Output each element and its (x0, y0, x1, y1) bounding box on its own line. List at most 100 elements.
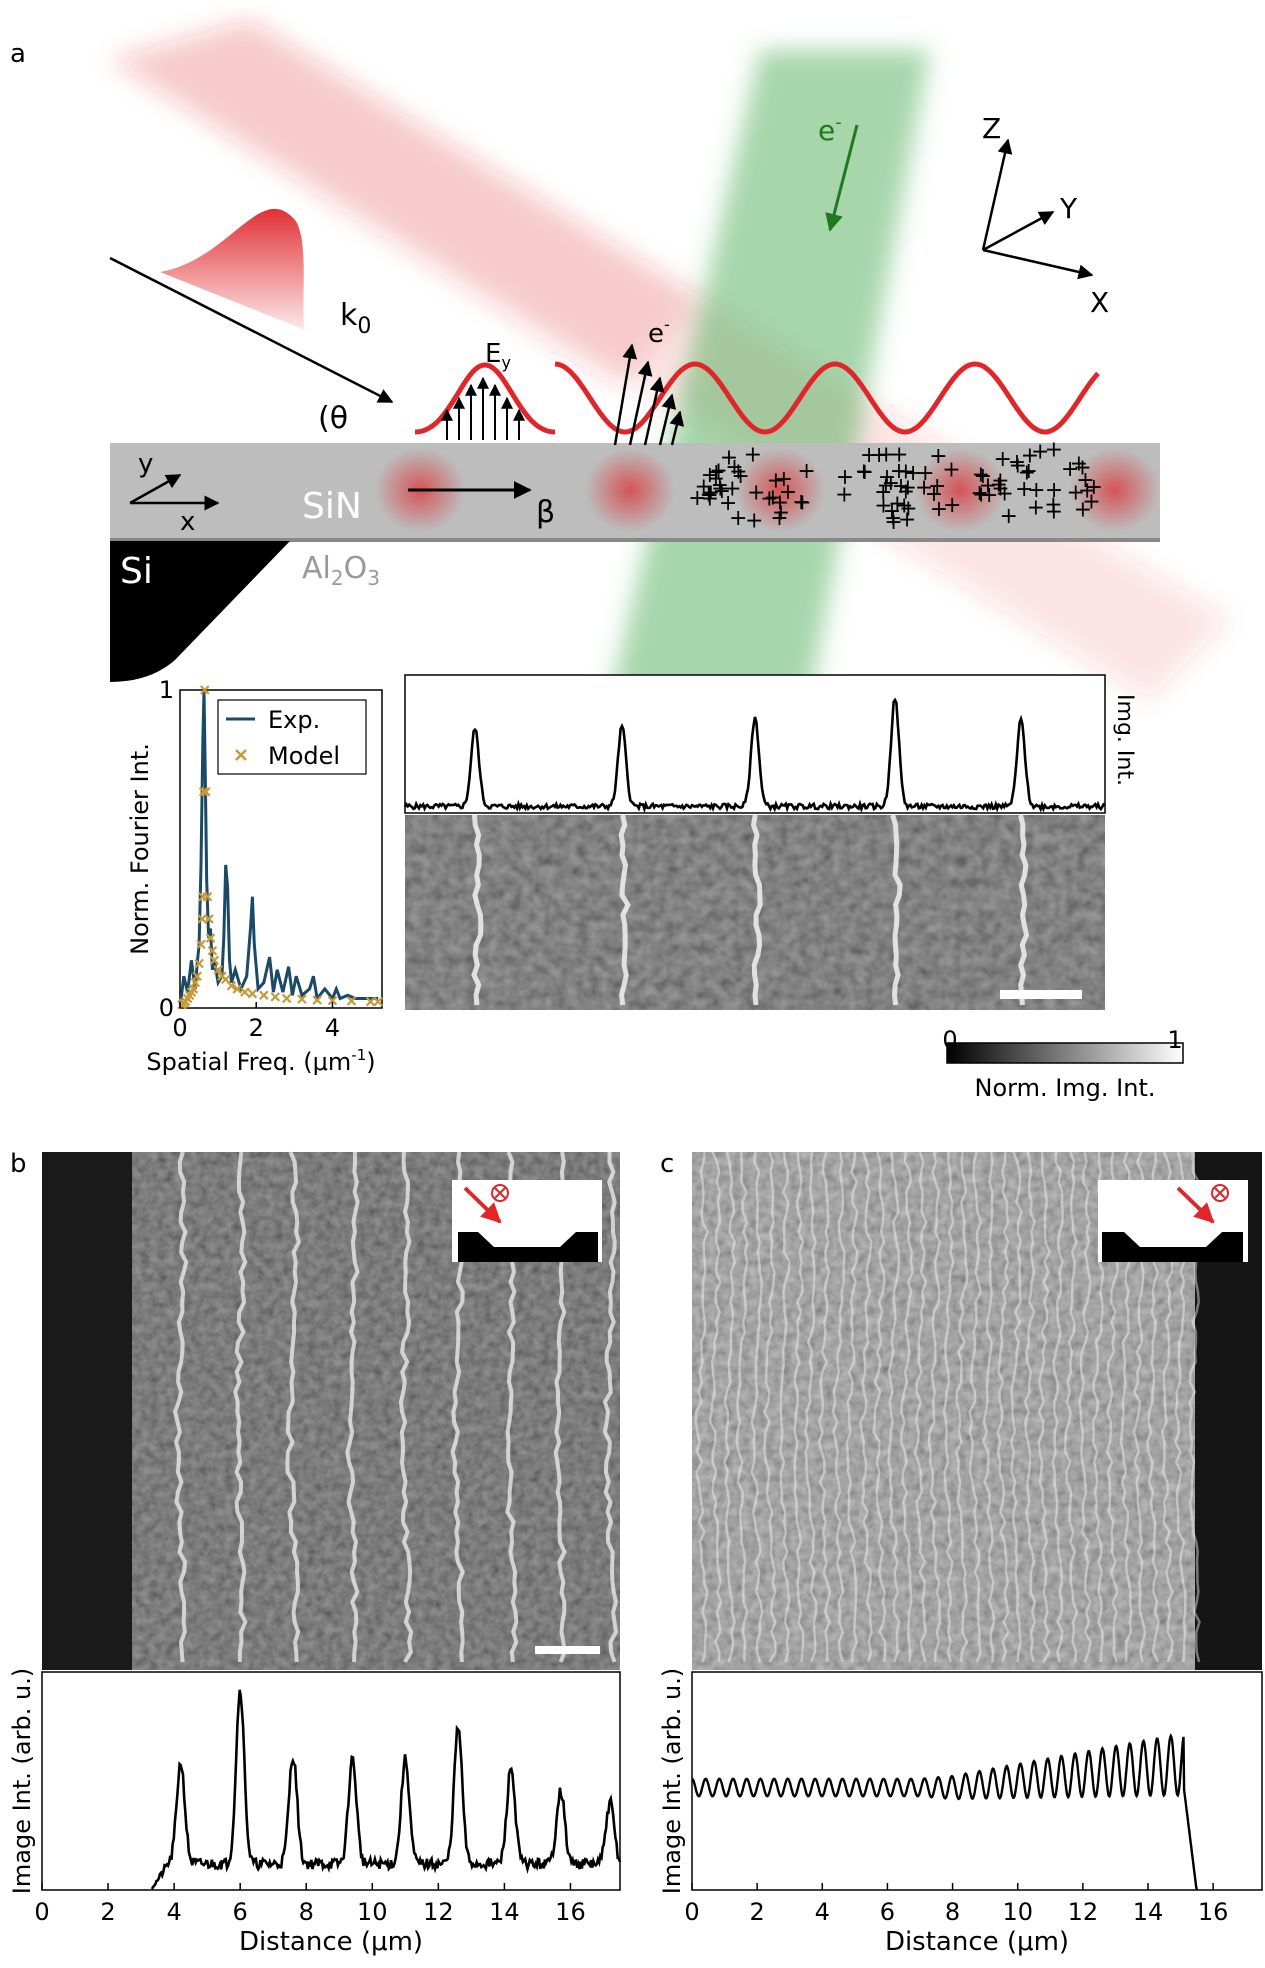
charge-plus: + (797, 459, 815, 484)
si-substrate (110, 541, 290, 682)
k0-arrow (109, 256, 394, 404)
charge-plus: + (1015, 477, 1033, 502)
series-model-point (259, 990, 269, 1001)
beta-label: β (536, 495, 555, 530)
panel-b-profile-chart: 0 2 4 6 8 10 12 14 16 Distance (μm) Image Int. (ar… (8, 1668, 622, 1957)
y-axis-label: Image Int. (arb. u.) (658, 1668, 686, 1894)
charge-plus: + (1045, 438, 1063, 463)
charge-plus: + (884, 506, 902, 531)
profile-frame (404, 674, 1106, 814)
charge-plus: + (855, 460, 873, 485)
x-tick-label: 2 (249, 1014, 264, 1042)
fringe-line (1009, 1151, 1023, 1663)
charge-plus: + (760, 487, 778, 512)
charge-plus: + (792, 490, 810, 515)
charge-plus: + (972, 483, 990, 508)
laser-pulse (160, 208, 305, 330)
electron-label-lower: e- (648, 315, 670, 349)
charge-plus: + (701, 463, 719, 488)
charge-plus: + (897, 459, 915, 484)
charge-plus: + (899, 496, 917, 521)
charge-plus: + (882, 471, 900, 496)
ey-field-arrows (441, 376, 525, 440)
fringe-line (750, 814, 763, 1006)
charge-plus: + (694, 475, 712, 500)
x-axis-label: Distance (μm) (239, 1927, 423, 1957)
charge-plus: + (878, 465, 896, 490)
charge-plus: + (835, 483, 853, 508)
x-tick-label: 10 (1002, 1898, 1033, 1926)
charge-plus: + (747, 481, 765, 506)
fringe-line (173, 1151, 189, 1663)
colorbar-min: 0 (942, 1026, 957, 1054)
fringe-line (996, 1151, 1010, 1663)
x-tick-label: 6 (880, 1898, 895, 1926)
x-tick-label: 8 (299, 1898, 314, 1926)
charge-plus: + (723, 477, 741, 502)
charge-plus: + (874, 480, 892, 505)
charge-plus: + (883, 499, 901, 524)
panel-c-profile-chart: 0 2 4 6 8 10 12 14 16 Distance (μm) Image Int. (ar… (658, 1668, 1263, 1957)
fringe-line (968, 1151, 983, 1663)
charge-plus: + (1027, 478, 1045, 503)
charge-plus: + (916, 461, 934, 486)
charge-plus: + (770, 506, 788, 531)
fringe-line (694, 1151, 709, 1663)
x-tick-label: 4 (166, 1898, 181, 1926)
charge-plus: + (874, 493, 892, 518)
electron-label-upper: e- (818, 112, 842, 147)
charge-plus: + (1021, 443, 1039, 468)
charge-plus: + (895, 494, 913, 519)
charge-plus: + (701, 487, 719, 512)
fringe-line (1023, 1151, 1037, 1663)
fringe-line (471, 814, 484, 1006)
x-tick-label: 14 (489, 1898, 520, 1926)
fringe-line (763, 1151, 777, 1663)
electron-direction-arrow (825, 124, 859, 232)
charge-plus: + (729, 506, 747, 531)
colorbar: 0 1 Norm. Img. Int. (942, 1026, 1184, 1102)
series-model-point (213, 965, 223, 975)
fringe-line (955, 1151, 969, 1663)
charge-plus: + (688, 486, 706, 511)
charge-plus: + (1082, 490, 1100, 515)
fringe-line (735, 1151, 749, 1663)
charge-plus: + (771, 490, 789, 515)
charge-plus: + (899, 476, 917, 501)
charge-plus: + (884, 510, 902, 535)
series-model-point (198, 786, 209, 797)
x-tick-label: 12 (1068, 1898, 1099, 1926)
charge-plus: + (993, 447, 1011, 472)
ey-label: Ey (485, 339, 511, 372)
charge-plus: + (1018, 461, 1036, 486)
series-model-point (232, 984, 242, 994)
charge-plus: + (767, 469, 785, 494)
x-tick-label: 4 (815, 1898, 830, 1926)
charge-plus: + (989, 473, 1007, 498)
charge-plus: + (699, 482, 717, 507)
series-model-point (327, 995, 338, 1006)
charge-plus: + (1031, 439, 1049, 464)
x-tick-label: 10 (357, 1898, 388, 1926)
fringe-line (1078, 1151, 1092, 1663)
charge-plus: + (970, 481, 988, 506)
fringe-line (890, 814, 903, 1006)
charge-plus: + (930, 497, 948, 522)
legend-model: Model (268, 742, 340, 770)
charge-plus: + (991, 476, 1009, 501)
x-tick-label: 0 (34, 1898, 49, 1926)
charge-plus: + (972, 462, 990, 487)
x-tick-label: 8 (945, 1898, 960, 1926)
series-model-point (188, 984, 199, 994)
panel-c-inset (1098, 1180, 1248, 1262)
fringe-line (859, 1151, 873, 1663)
sin-label: SiN (302, 486, 362, 527)
series-model-point (192, 971, 202, 981)
panel-a: a Si SiN Al2O3 y (10, 20, 1230, 1102)
charge-plus: + (744, 442, 762, 467)
x-tick-label: 6 (233, 1898, 248, 1926)
charge-plus: + (904, 461, 922, 486)
legend-exp: Exp. (268, 706, 320, 734)
charge-plus: + (1061, 457, 1079, 482)
charge-plus: + (995, 482, 1013, 507)
